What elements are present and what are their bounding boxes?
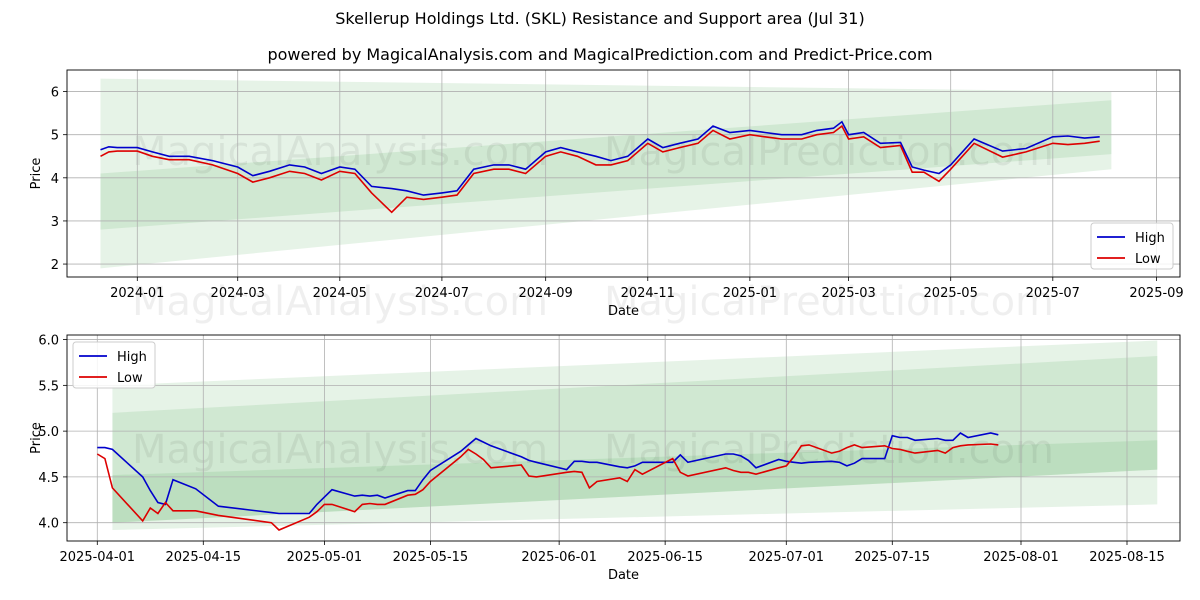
x-axis-label: Date [608, 568, 639, 583]
x-tick-label: 2025-04-15 [166, 550, 242, 565]
plot-frame [66, 69, 1181, 278]
y-axis-label: Price [29, 158, 44, 190]
x-tick-label: 2024-01 [110, 286, 164, 301]
legend-label-low: Low [117, 371, 143, 386]
x-tick-label: 2024-03 [211, 286, 265, 301]
y-tick-label: 6.0 [38, 334, 59, 349]
legend: High Low [72, 341, 156, 389]
x-tick-label: 2025-08-15 [1089, 550, 1165, 565]
watermark-text: MagicalPrediction.com [604, 129, 1054, 175]
legend-box [72, 341, 156, 389]
y-tick-label: 4.5 [38, 471, 59, 486]
series-line-low [100, 124, 1100, 214]
watermark-text: MagicalAnalysis.com [132, 427, 548, 473]
y-tick-label: 2 [51, 258, 59, 273]
legend-label-high: High [1135, 231, 1165, 246]
legend-box [1090, 222, 1174, 270]
x-tick-label: 2025-05 [924, 286, 978, 301]
y-tick-label: 6 [51, 86, 59, 101]
x-tick-label: 2025-04-01 [60, 550, 136, 565]
x-tick-label: 2025-06-15 [627, 550, 703, 565]
x-tick-label: 2025-06-01 [521, 550, 597, 565]
x-tick-label: 2025-01 [723, 286, 777, 301]
x-tick-label: 2025-03 [821, 286, 875, 301]
chart-title: Skellerup Holdings Ltd. (SKL) Resistance… [335, 9, 865, 28]
chart-1: MagicalAnalysis.com MagicalPrediction.com… [29, 69, 1184, 325]
support-resistance-band [112, 440, 1158, 523]
legend-label-low: Low [1135, 252, 1161, 267]
y-tick-label: 5.5 [38, 379, 59, 394]
y-axis-label: Price [29, 422, 44, 454]
y-tick-label: 4.0 [38, 517, 59, 532]
x-tick-label: 2025-07-15 [855, 550, 931, 565]
support-resistance-band [112, 340, 1158, 531]
x-tick-label: 2024-09 [519, 286, 573, 301]
x-tick-label: 2024-05 [313, 286, 367, 301]
x-tick-label: 2025-09 [1129, 286, 1183, 301]
y-tick-label: 5 [51, 129, 59, 144]
x-tick-label: 2024-07 [415, 286, 469, 301]
legend-label-high: High [117, 350, 147, 365]
plot-frame [66, 334, 1181, 542]
y-tick-label: 4 [51, 172, 59, 187]
chart-2: MagicalAnalysis.com MagicalPrediction.com… [29, 334, 1181, 583]
y-tick-label: 5.0 [38, 425, 59, 440]
series-line-high [100, 120, 1100, 196]
legend: High Low [1090, 222, 1174, 270]
x-tick-label: 2025-08-01 [983, 550, 1059, 565]
support-resistance-band [112, 356, 1158, 523]
series-line-low [96, 443, 999, 531]
series-line-high [97, 431, 999, 515]
x-tick-label: 2025-05-15 [393, 550, 469, 565]
x-tick-label: 2025-05-01 [287, 550, 363, 565]
y-tick-label: 3 [51, 215, 59, 230]
x-tick-label: 2024-11 [621, 286, 675, 301]
x-axis-label: Date [608, 304, 639, 319]
watermark-text: MagicalAnalysis.com [132, 279, 548, 325]
watermark-text: MagicalPrediction.com [604, 279, 1054, 325]
chart-subtitle: powered by MagicalAnalysis.com and Magic… [267, 45, 933, 64]
x-tick-label: 2025-07 [1026, 286, 1080, 301]
x-tick-label: 2025-07-01 [749, 550, 825, 565]
